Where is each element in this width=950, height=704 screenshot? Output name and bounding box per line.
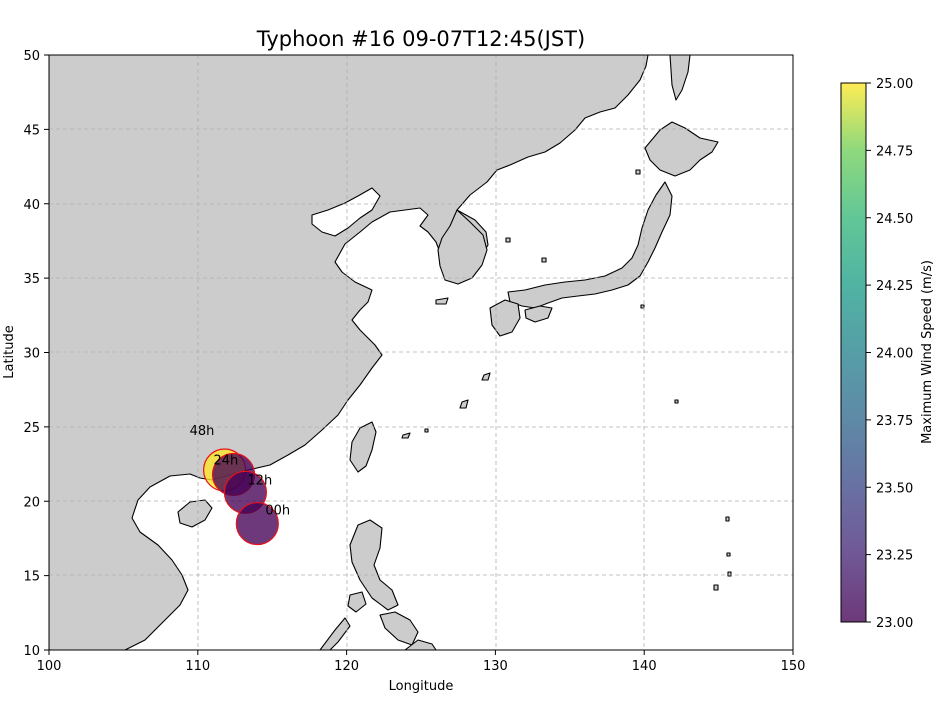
colorbar-gradient [841, 83, 866, 622]
land-hainan [177, 499, 213, 528]
colorbar-tick-label: 24.00 [876, 347, 913, 362]
land-mindanao [404, 639, 437, 650]
typhoon-marker-00h [235, 501, 279, 546]
x-tick-label: 110 [185, 659, 210, 674]
colorbar-tick-label: 23.75 [876, 414, 913, 429]
land-visayas [379, 611, 419, 646]
sea-bohai [311, 187, 381, 237]
x-tick-label: 150 [781, 659, 806, 674]
colorbar-tick-label: 23.25 [876, 549, 913, 564]
land-luzon [349, 519, 399, 611]
typhoon-label-48h: 48h [190, 424, 215, 439]
colorbar-tick-label: 23.50 [876, 481, 913, 496]
land-mindoro [347, 591, 367, 613]
y-tick-label: 10 [23, 644, 40, 659]
y-tick-label: 50 [23, 49, 40, 64]
land-hokkaido [644, 121, 719, 177]
colorbar-ticks: 23.00 23.25 23.50 23.75 24.00 24.25 24.50 24.75… [866, 77, 913, 631]
land-korea [437, 209, 488, 285]
x-tick-label: 130 [483, 659, 508, 674]
colorbar-tick-label: 23.00 [876, 616, 913, 631]
map-panel: 00h 12h 24h 48h [48, 54, 794, 651]
x-tick-label: 120 [334, 659, 359, 674]
typhoon-label-00h: 00h [265, 504, 290, 519]
y-axis-ticks: 10 15 20 25 30 35 40 45 50 [23, 49, 49, 659]
land-honshu [507, 181, 673, 309]
y-tick-label: 30 [23, 347, 40, 362]
y-axis-label: Latitude [2, 325, 17, 379]
colorbar-tick-label: 24.50 [876, 212, 913, 227]
typhoon-label-24h: 24h [214, 453, 239, 468]
land-taiwan [349, 421, 377, 473]
y-tick-label: 45 [23, 123, 40, 138]
y-tick-label: 15 [23, 570, 40, 585]
land-kyushu [489, 299, 521, 337]
colorbar-tick-label: 24.25 [876, 279, 913, 294]
land-sakhalin [669, 55, 691, 101]
gridlines [49, 55, 793, 650]
x-tick-label: 100 [37, 659, 62, 674]
chart-title: Typhoon #16 09-07T12:45(JST) [256, 27, 585, 51]
colorbar-label: Maximum Wind Speed (m/s) [920, 260, 935, 444]
y-tick-label: 25 [23, 421, 40, 436]
y-tick-label: 35 [23, 272, 40, 287]
land-palawan [319, 617, 351, 650]
colorbar: 23.00 23.25 23.50 23.75 24.00 24.25 24.50 24.75… [840, 77, 935, 631]
y-tick-label: 40 [23, 198, 40, 213]
x-tick-label: 140 [632, 659, 657, 674]
colorbar-tick-label: 25.00 [876, 77, 913, 92]
x-axis-ticks: 100 110 120 130 140 150 [37, 650, 806, 674]
colorbar-tick-label: 24.75 [876, 144, 913, 159]
typhoon-marker-labels: 00h 12h 24h 48h [190, 424, 291, 519]
y-tick-label: 20 [23, 495, 40, 510]
typhoon-markers [202, 448, 279, 546]
land-shikoku [524, 305, 553, 323]
x-axis-label: Longitude [389, 679, 454, 694]
typhoon-label-12h: 12h [247, 473, 272, 488]
